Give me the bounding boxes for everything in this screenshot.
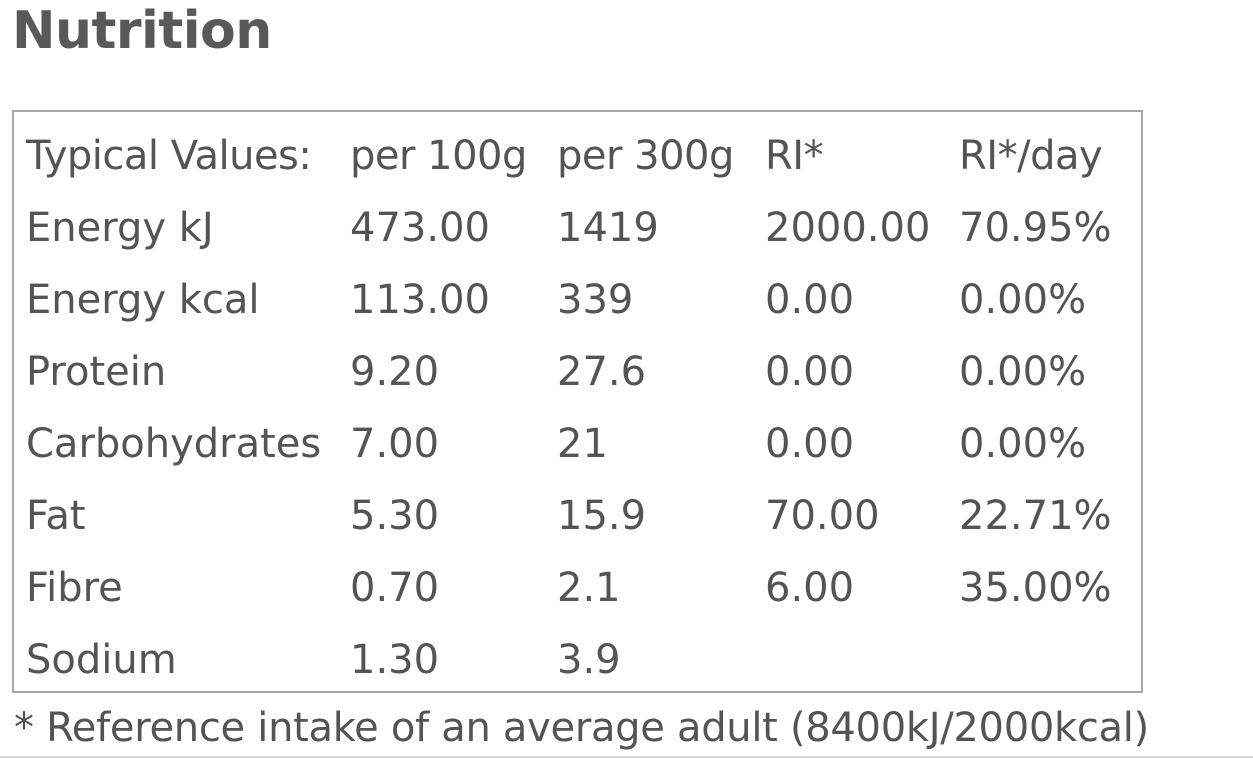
- value-ri: 6.00: [765, 565, 855, 611]
- nutrient-label: Fat: [26, 493, 86, 539]
- value-ri-per-day: 22.71%: [959, 493, 1112, 539]
- table-row: Fibre 0.70 2.1 6.00 35.00%: [26, 552, 1129, 624]
- value-ri-per-day: 0.00%: [959, 277, 1087, 323]
- table-row: Carbohydrates 7.00 21 0.00 0.00%: [26, 408, 1129, 480]
- page-title: Nutrition: [12, 1, 272, 61]
- table-row: Fat 5.30 15.9 70.00 22.71%: [26, 480, 1129, 552]
- value-per-100g: 1.30: [350, 637, 440, 683]
- value-per-100g: 473.00: [350, 205, 490, 251]
- value-ri-per-day: 70.95%: [959, 205, 1112, 251]
- value-ri: 2000.00: [765, 205, 931, 251]
- nutrient-label: Protein: [26, 349, 167, 395]
- column-header-per-300g: per 300g: [557, 133, 734, 179]
- nutrition-table-box: Typical Values: per 100g per 300g RI* RI…: [12, 110, 1143, 693]
- column-header-ri: RI*: [765, 133, 824, 179]
- column-header-ri-per-day: RI*/day: [959, 133, 1103, 179]
- value-ri: 0.00: [765, 277, 855, 323]
- value-ri-per-day: [959, 624, 1129, 696]
- value-per-300g: 339: [557, 277, 634, 323]
- bottom-divider: [0, 756, 1253, 758]
- table-row: Protein 9.20 27.6 0.00 0.00%: [26, 336, 1129, 408]
- value-per-300g: 15.9: [557, 493, 647, 539]
- value-per-100g: 0.70: [350, 565, 440, 611]
- value-per-100g: 9.20: [350, 349, 440, 395]
- column-header-per-100g: per 100g: [350, 133, 527, 179]
- value-per-100g: 7.00: [350, 421, 440, 467]
- nutrient-label: Energy kJ: [26, 205, 214, 251]
- value-per-300g: 21: [557, 421, 608, 467]
- value-ri-per-day: 0.00%: [959, 421, 1087, 467]
- nutrient-label: Fibre: [26, 565, 123, 611]
- value-ri: 70.00: [765, 493, 880, 539]
- reference-intake-footnote: * Reference intake of an average adult (…: [14, 705, 1149, 751]
- table-row: Energy kcal 113.00 339 0.00 0.00%: [26, 264, 1129, 336]
- nutrient-label: Energy kcal: [26, 277, 260, 323]
- nutrient-label: Sodium: [26, 637, 177, 683]
- value-ri-per-day: 35.00%: [959, 565, 1112, 611]
- value-per-100g: 113.00: [350, 277, 490, 323]
- value-per-300g: 1419: [557, 205, 659, 251]
- nutrient-label: Carbohydrates: [26, 421, 322, 467]
- value-per-100g: 5.30: [350, 493, 440, 539]
- value-per-300g: 3.9: [557, 637, 621, 683]
- value-ri: 0.00: [765, 421, 855, 467]
- value-per-300g: 27.6: [557, 349, 647, 395]
- value-ri-per-day: 0.00%: [959, 349, 1087, 395]
- value-per-300g: 2.1: [557, 565, 621, 611]
- value-ri: 0.00: [765, 349, 855, 395]
- table-row: Energy kJ 473.00 1419 2000.00 70.95%: [26, 192, 1129, 264]
- table-row: Sodium 1.30 3.9: [26, 624, 1129, 696]
- value-ri: [765, 624, 959, 696]
- column-header-typical-values: Typical Values:: [26, 133, 312, 179]
- nutrition-table: Typical Values: per 100g per 300g RI* RI…: [26, 120, 1129, 696]
- table-header-row: Typical Values: per 100g per 300g RI* RI…: [26, 120, 1129, 192]
